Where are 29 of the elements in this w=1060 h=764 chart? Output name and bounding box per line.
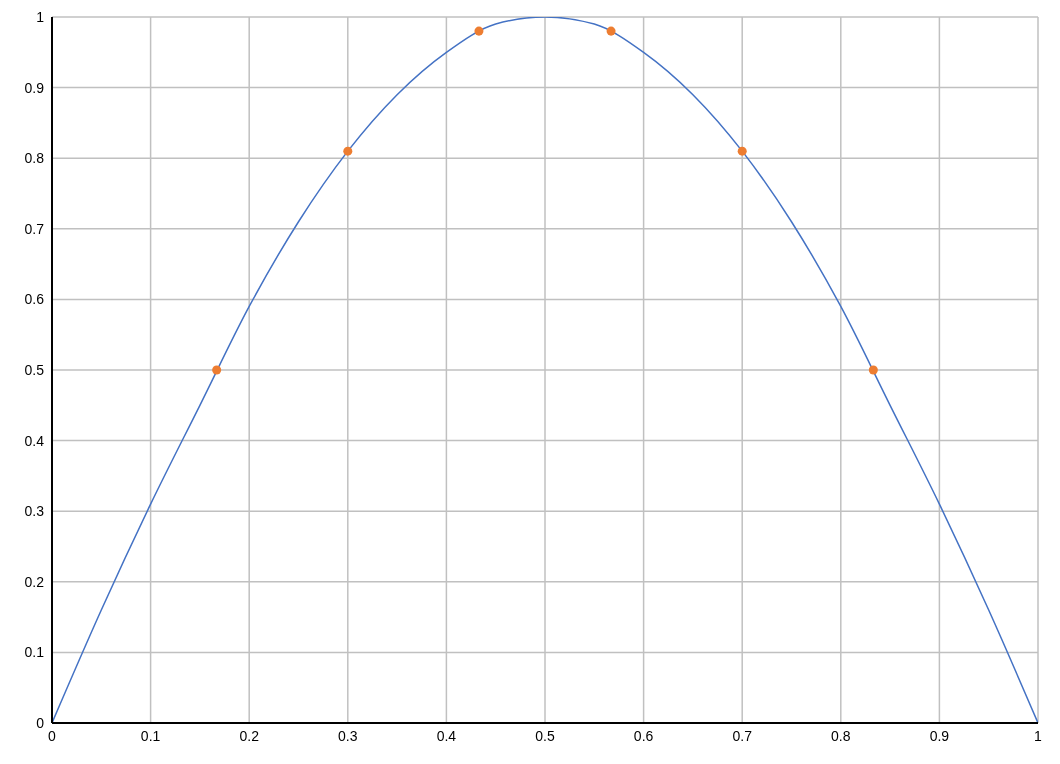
- point: [343, 146, 353, 156]
- y-tick-label: 0.4: [24, 432, 45, 449]
- point: [474, 26, 484, 36]
- y-tick-label: 0.1: [24, 644, 45, 661]
- point: [212, 365, 222, 375]
- y-tick-label: 0: [36, 714, 45, 731]
- line-series: [52, 17, 1038, 723]
- x-tick-label: 0: [48, 727, 57, 744]
- point: [606, 26, 616, 36]
- y-tick-label: 0.8: [24, 150, 45, 167]
- x-tick-label: 0.7: [732, 727, 753, 744]
- y-tick-label: 0.3: [24, 503, 45, 520]
- y-tick-label: 0.9: [24, 79, 45, 96]
- y-tick-label: 0.5: [24, 361, 45, 378]
- y-tick-label: 0.7: [24, 220, 45, 237]
- point: [737, 146, 747, 156]
- x-tick-label: 0.6: [633, 727, 654, 744]
- x-tick-label: 0.9: [929, 727, 950, 744]
- x-tick-label: 1: [1034, 727, 1043, 744]
- x-tick-label: 0.4: [436, 727, 457, 744]
- y-tick-label: 1: [36, 8, 45, 25]
- x-tick-label: 0.1: [140, 727, 161, 744]
- y-tick-label: 0.2: [24, 573, 45, 590]
- x-tick-label: 0.3: [338, 727, 358, 744]
- y-tick-label: 0.6: [24, 291, 45, 308]
- x-tick-label: 0.8: [831, 727, 851, 744]
- x-tick-label: 0.5: [535, 727, 555, 744]
- x-tick-label: 0.2: [239, 727, 260, 744]
- point: [868, 365, 878, 375]
